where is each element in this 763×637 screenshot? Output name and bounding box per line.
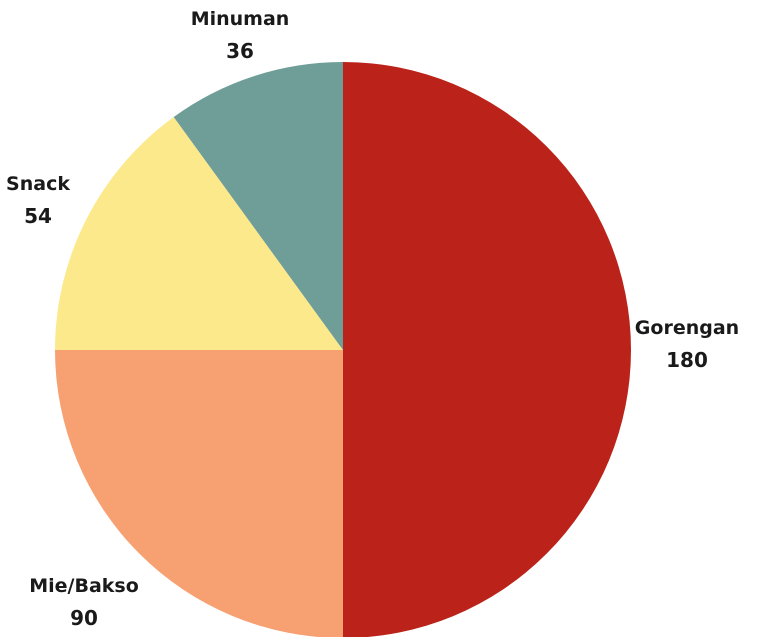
pie-slice-snack <box>55 117 343 350</box>
slice-label-name: Mie/Bakso <box>29 575 139 597</box>
pie-slice-gorengan <box>343 62 631 637</box>
pie-slice-minuman <box>173 62 343 350</box>
pie-slices <box>55 62 631 637</box>
slice-label-value: 180 <box>666 348 708 372</box>
slice-label-name: Snack <box>6 173 70 195</box>
slice-label-name: Gorengan <box>635 317 739 339</box>
slice-label-value: 90 <box>70 606 98 630</box>
pie-labels: Gorengan 180 Mie/Bakso 90 Snack 54 Minuman 36 <box>6 8 739 630</box>
slice-label-value: 54 <box>24 204 52 228</box>
slice-label-value: 36 <box>226 39 254 63</box>
slice-label-name: Minuman <box>191 8 290 30</box>
pie-slice-mie-bakso <box>55 350 343 637</box>
